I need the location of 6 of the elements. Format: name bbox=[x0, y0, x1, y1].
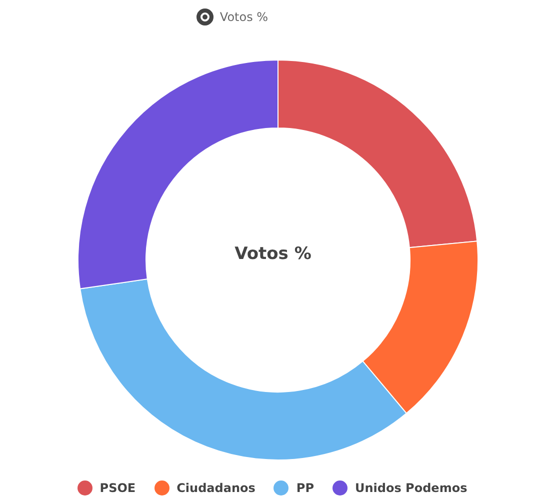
slice-label: Votos % bbox=[220, 10, 268, 24]
legend-label: Ciudadanos bbox=[176, 481, 256, 495]
legend-label: Unidos Podemos bbox=[355, 481, 468, 495]
legend-label: PSOE bbox=[100, 481, 136, 495]
text: Votos % bbox=[234, 244, 312, 264]
legend-label: PP bbox=[296, 481, 314, 495]
